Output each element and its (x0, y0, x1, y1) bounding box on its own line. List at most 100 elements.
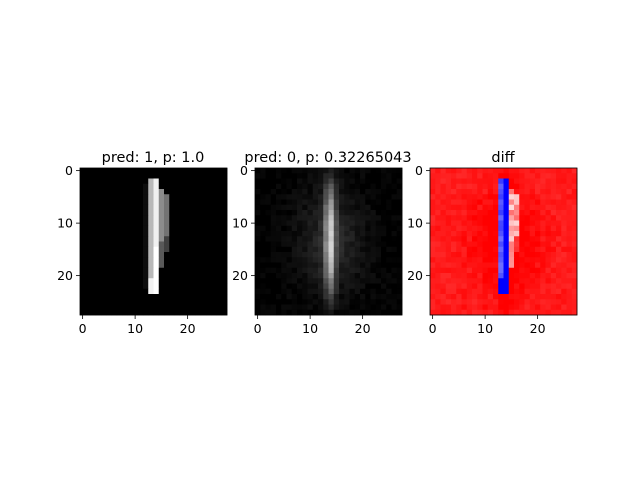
pixel-cell (466, 204, 473, 211)
pixel-cell (297, 225, 303, 232)
pixel-cell (328, 204, 335, 211)
pixel-cell (435, 278, 441, 284)
pixel-cell (111, 246, 118, 253)
pixel-cell (561, 178, 567, 185)
pixel-cell (106, 309, 112, 316)
pixel-cell (550, 309, 557, 316)
pixel-cell (143, 246, 149, 253)
pixel-cell (85, 178, 91, 185)
pixel-cell (281, 299, 287, 305)
pixel-cell (179, 299, 186, 305)
pixel-cell (508, 173, 515, 179)
pixel-cell (111, 304, 118, 311)
pixel-cell (519, 215, 525, 221)
pixel-cell (148, 299, 154, 305)
pixel-cell (255, 215, 261, 221)
pixel-cell (333, 231, 340, 237)
pixel-cell (498, 262, 504, 269)
pixel-cell (498, 199, 504, 206)
pixel-cell (216, 252, 223, 258)
pixel-cell (456, 241, 462, 248)
pixel-cell (174, 220, 181, 227)
pixel-cell (519, 294, 525, 300)
pixel-cell (200, 283, 207, 290)
pixel-cell (529, 215, 536, 221)
pixel-cell (318, 225, 324, 232)
pixel-cell (221, 278, 228, 284)
pixel-cell (571, 241, 578, 248)
pixel-cell (461, 309, 468, 316)
pixel-cell (498, 215, 504, 221)
pixel-cell (111, 168, 118, 174)
pixel-cell (318, 246, 324, 253)
pixel-cell (143, 299, 149, 305)
pixel-cell (106, 283, 112, 290)
pixel-cell (318, 283, 324, 290)
pixel-cell (524, 168, 531, 174)
pixel-cell (116, 183, 123, 190)
pixel-cell (514, 273, 520, 279)
pixel-cell (550, 299, 557, 305)
pixel-cell (529, 241, 536, 248)
pixel-cell (493, 220, 499, 227)
pixel-cell (381, 189, 387, 195)
pixel-cell (127, 189, 133, 195)
pixel-cell (127, 236, 133, 242)
pixel-cell (291, 267, 298, 274)
pixel-cell (153, 236, 160, 242)
pixel-cell (524, 204, 531, 211)
pixel-cell (132, 283, 139, 290)
pixel-cell (291, 278, 298, 284)
pixel-cell (445, 304, 452, 311)
pixel-cell (101, 178, 107, 185)
pixel-cell (116, 262, 123, 269)
pixel-cell (545, 225, 552, 232)
pixel-cell (206, 199, 212, 206)
pixel-cell (540, 267, 546, 274)
pixel-cell (85, 220, 91, 227)
pixel-cell (185, 225, 191, 232)
pixel-cell (519, 278, 525, 284)
pixel-cell (396, 262, 403, 269)
pixel-cell (360, 294, 366, 300)
pixel-cell (190, 273, 196, 279)
pixel-cell (153, 220, 160, 227)
x-axis-ticks: 0 10 20 (254, 315, 371, 336)
pixel-cell (260, 168, 266, 174)
pixel-cell (566, 168, 573, 174)
pixel-cell (270, 215, 277, 221)
pixel-cell (323, 236, 329, 242)
pixel-cell (297, 168, 303, 174)
pixel-cell (270, 199, 277, 206)
pixel-cell (456, 252, 462, 258)
pixel-cell (106, 257, 112, 263)
pixel-cell (519, 283, 525, 290)
pixel-cell (514, 294, 520, 300)
pixel-cell (190, 262, 196, 269)
pixel-cell (396, 215, 403, 221)
pixel-cell (143, 267, 149, 274)
pixel-cell (391, 278, 398, 284)
pixel-cell (111, 294, 118, 300)
pixel-cell (276, 257, 282, 263)
pixel-cell (291, 246, 298, 253)
pixel-cell (276, 241, 282, 248)
pixel-cell (498, 204, 504, 211)
pixel-cell (148, 246, 154, 253)
pixel-cell (195, 257, 202, 263)
pixel-cell (466, 309, 473, 316)
pixel-cell (545, 199, 552, 206)
pixel-cell (365, 283, 371, 290)
pixel-cell (349, 252, 356, 258)
pixel-cell (535, 210, 541, 216)
pixel-cell (477, 257, 483, 263)
pixel-cell (524, 246, 531, 253)
pixel-cell (360, 278, 366, 284)
pixel-cell (270, 278, 277, 284)
pixel-cell (216, 168, 223, 174)
pixel-cell (498, 309, 504, 316)
pixel-cell (255, 225, 261, 232)
pixel-cell (396, 178, 403, 185)
pixel-cell (179, 178, 186, 185)
pixel-cell (286, 225, 293, 232)
